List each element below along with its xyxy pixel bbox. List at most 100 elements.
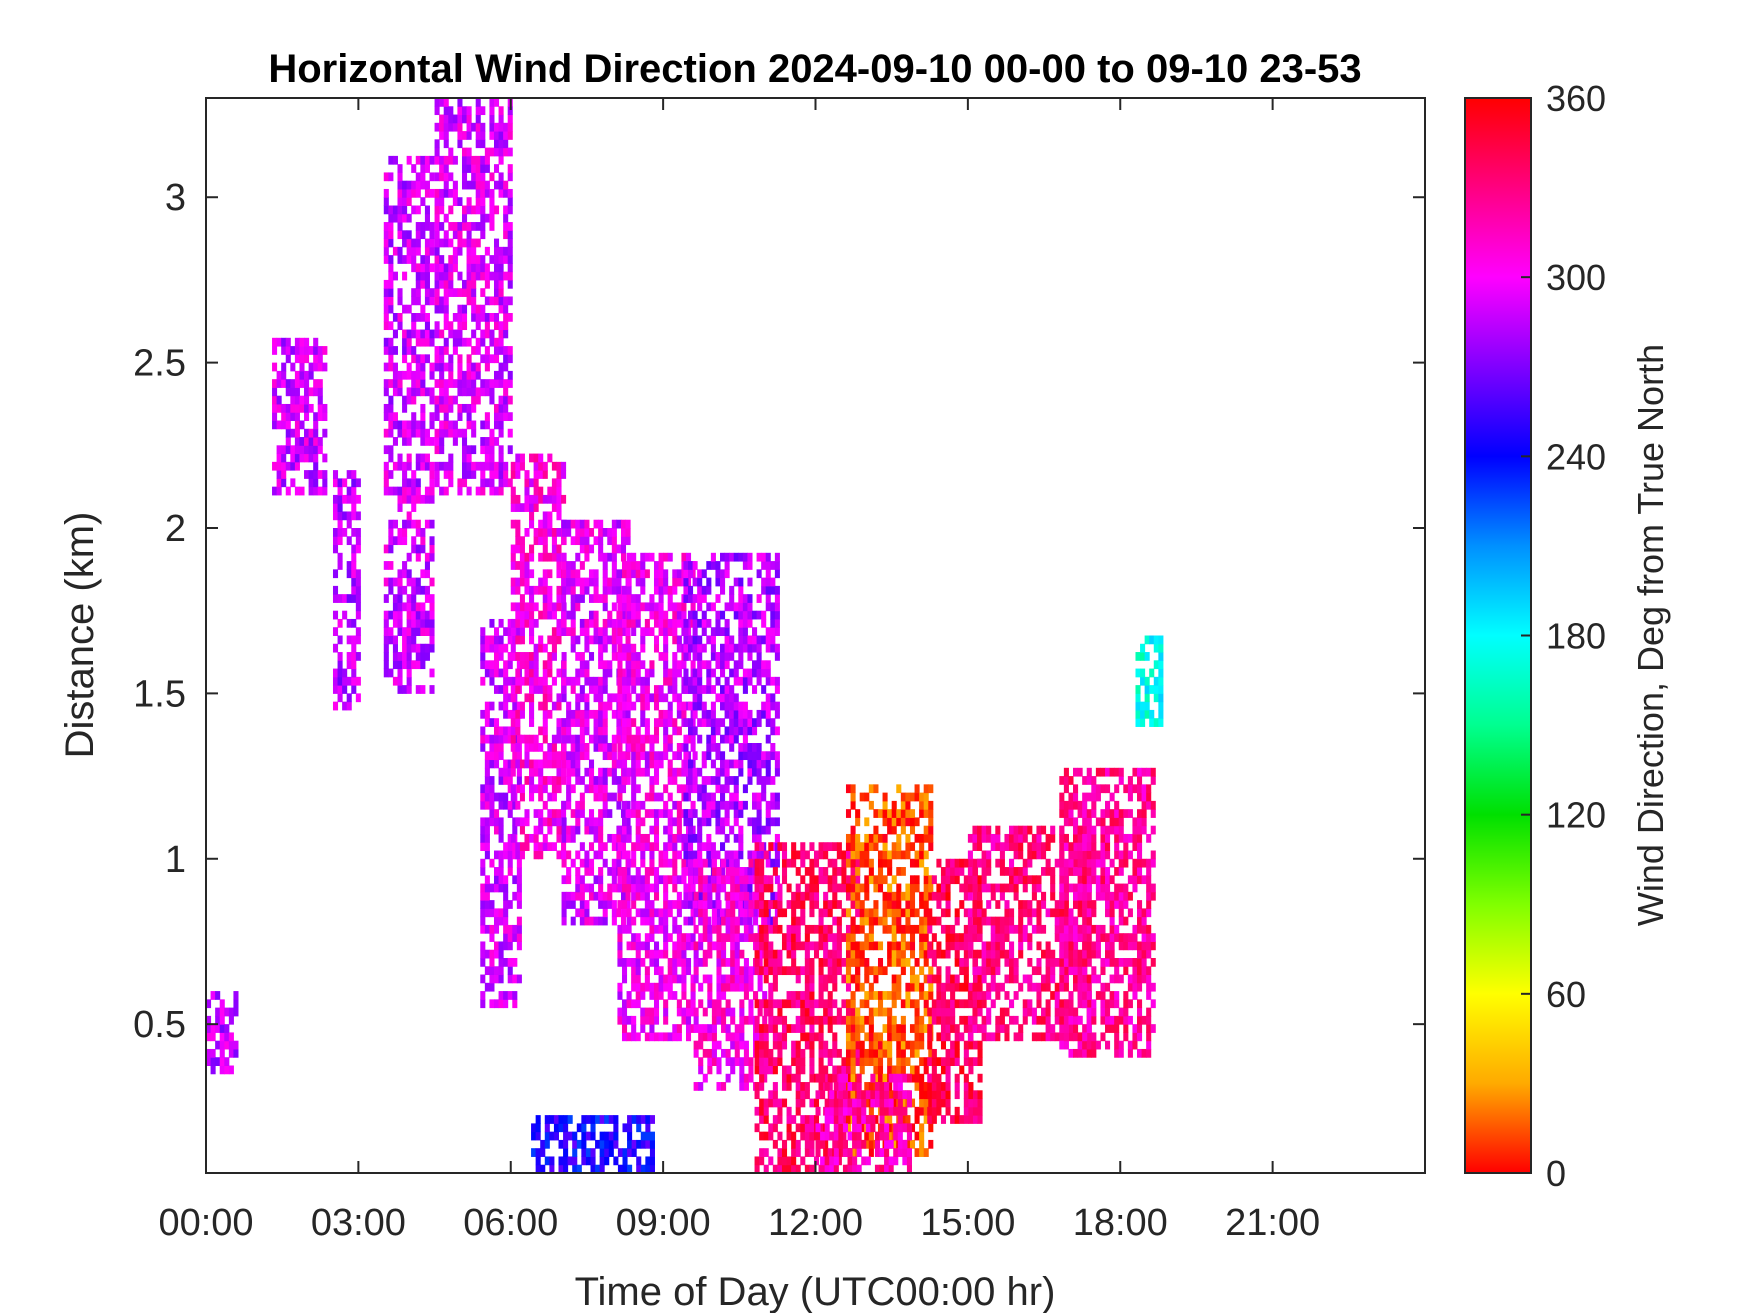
heat-cell xyxy=(448,255,454,264)
heat-cell xyxy=(475,263,481,273)
heat-cell xyxy=(702,1024,708,1033)
heat-cell xyxy=(516,941,522,951)
heat-cell xyxy=(332,503,339,512)
heat-cell xyxy=(406,437,412,446)
heat-cell xyxy=(626,585,632,595)
heat-cell xyxy=(707,883,713,893)
heat-cell xyxy=(698,999,704,1009)
heat-cell xyxy=(507,850,513,860)
heat-cell xyxy=(809,1007,815,1017)
heat-cell xyxy=(914,1106,920,1116)
heat-cell xyxy=(721,1015,727,1025)
heat-cell xyxy=(763,1115,769,1124)
heat-cell xyxy=(663,949,669,959)
heat-cell xyxy=(905,1040,911,1050)
heat-cell xyxy=(475,486,481,496)
heat-cell xyxy=(685,618,692,628)
heat-cell xyxy=(882,850,888,860)
heat-cell xyxy=(584,767,590,777)
heat-cell xyxy=(640,577,646,587)
heat-cell xyxy=(743,991,749,1000)
heat-cell xyxy=(489,858,495,868)
heat-cell xyxy=(763,1032,769,1042)
heat-cell xyxy=(757,1007,763,1017)
heat-cell xyxy=(512,924,518,934)
heat-cell xyxy=(724,701,730,711)
heat-cell xyxy=(770,858,776,868)
heat-cell xyxy=(752,668,758,678)
heat-cell xyxy=(575,850,581,860)
heat-cell xyxy=(617,792,623,802)
heat-cell xyxy=(882,792,888,802)
heat-cell xyxy=(734,1057,740,1066)
heat-cell xyxy=(653,635,660,645)
heat-cell xyxy=(507,246,513,256)
heat-cell xyxy=(480,817,486,827)
heat-cell xyxy=(813,1098,820,1108)
heat-cell xyxy=(388,213,394,223)
heat-cell xyxy=(593,817,599,827)
heat-cell xyxy=(493,486,500,496)
heat-cell xyxy=(631,900,637,909)
heat-cell xyxy=(721,858,727,868)
heat-cell xyxy=(415,660,421,670)
heat-cell xyxy=(551,478,557,488)
heat-cell xyxy=(424,652,430,661)
heat-cell xyxy=(626,652,632,661)
heat-cell xyxy=(611,883,617,893)
heat-cell xyxy=(429,643,435,653)
heat-cell xyxy=(512,800,518,810)
heat-cell xyxy=(763,875,769,885)
heat-cell xyxy=(516,784,522,794)
heat-cell xyxy=(602,908,608,918)
heat-cell xyxy=(748,1073,754,1083)
heat-cell xyxy=(457,238,463,248)
heat-cell xyxy=(707,1024,713,1033)
heat-cell xyxy=(406,577,412,587)
heat-cell xyxy=(484,668,490,678)
heat-cell xyxy=(681,958,687,967)
heat-cell xyxy=(777,1057,783,1066)
heat-cell xyxy=(471,255,477,264)
heat-cell xyxy=(663,643,669,653)
heat-cell xyxy=(850,833,856,843)
heat-cell xyxy=(772,1015,778,1025)
heat-cell xyxy=(804,867,810,876)
heat-cell xyxy=(887,991,893,1000)
heat-cell xyxy=(725,867,731,876)
heat-cell xyxy=(420,585,426,595)
heat-cell xyxy=(919,949,925,959)
heat-cell xyxy=(859,1040,865,1050)
heat-cell xyxy=(640,561,646,570)
heat-cell xyxy=(461,403,468,413)
heat-cell xyxy=(742,800,748,810)
heat-cell xyxy=(498,685,504,694)
heat-cell xyxy=(607,618,613,628)
heat-cell xyxy=(551,652,557,661)
heat-cell xyxy=(770,776,776,785)
heat-cell xyxy=(584,743,590,752)
heat-cell xyxy=(905,908,911,918)
heat-cell xyxy=(739,908,745,918)
heat-cell xyxy=(896,1032,902,1042)
heat-cell xyxy=(607,867,613,876)
heat-cell xyxy=(443,263,449,273)
heat-cell xyxy=(579,792,585,802)
heat-cell xyxy=(734,941,740,951)
heat-cell xyxy=(551,743,557,752)
heat-cell xyxy=(631,718,637,727)
heat-cell xyxy=(294,412,300,421)
heat-cell xyxy=(649,850,655,860)
heat-cell xyxy=(551,610,557,620)
heat-cell xyxy=(402,528,408,537)
heat-cell xyxy=(702,958,708,967)
heat-cell xyxy=(498,734,504,744)
heat-cell xyxy=(774,858,780,868)
heat-cell xyxy=(351,668,357,678)
heat-cell xyxy=(406,478,412,488)
heat-cell xyxy=(868,982,874,992)
heat-cell xyxy=(706,577,712,587)
heat-cell xyxy=(621,800,628,810)
heat-cell xyxy=(734,875,740,885)
heat-cell xyxy=(868,1040,874,1050)
